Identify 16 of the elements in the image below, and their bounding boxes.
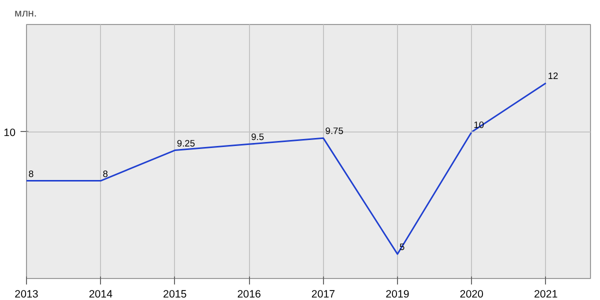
data-label: 12 <box>548 71 558 82</box>
data-label: 9.25 <box>176 138 196 148</box>
x-tick-label: 2021 <box>534 288 558 300</box>
data-label: 9.75 <box>325 126 344 136</box>
data-label: 8 <box>28 168 34 179</box>
y-axis-title: млн. <box>14 8 37 20</box>
x-tick-label: 2014 <box>88 288 113 300</box>
data-label: 8 <box>102 168 108 179</box>
x-tick-label: 2020 <box>460 288 484 300</box>
x-tick-label: 2016 <box>237 288 261 300</box>
data-label: 9.5 <box>251 132 264 142</box>
x-tick-label: 2013 <box>14 288 38 300</box>
x-tick-label: 2019 <box>386 288 410 300</box>
x-tick-label: 2015 <box>163 288 187 300</box>
x-tick-label: 2017 <box>311 288 336 300</box>
ref-line-label: 10 <box>4 126 16 139</box>
